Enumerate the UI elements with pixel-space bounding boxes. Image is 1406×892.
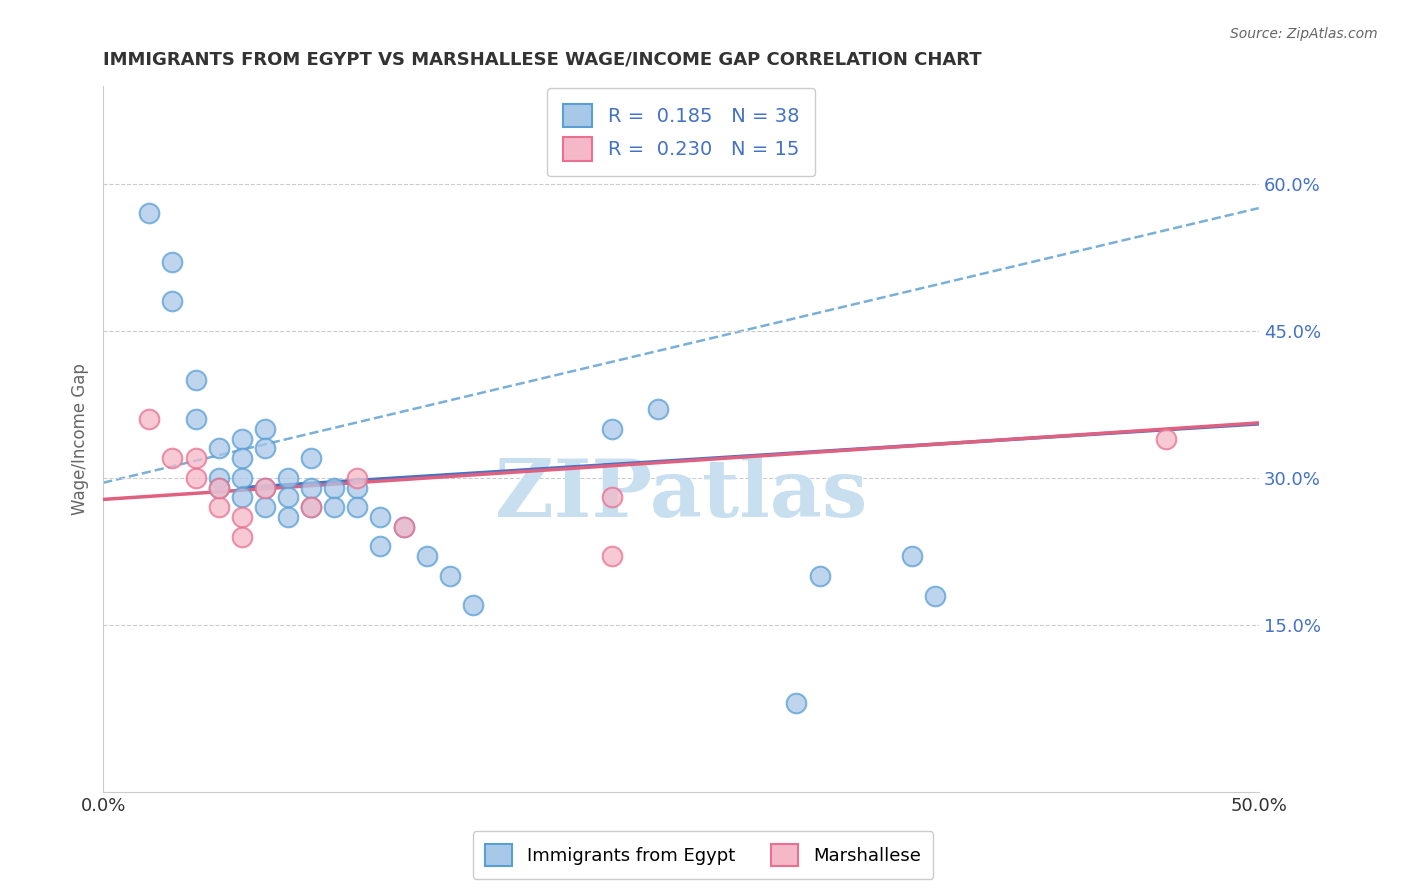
- Point: [808, 569, 831, 583]
- Point: [162, 255, 184, 269]
- Point: [208, 471, 231, 485]
- Point: [231, 530, 253, 544]
- Point: [346, 471, 368, 485]
- Point: [184, 373, 207, 387]
- Y-axis label: Wage/Income Gap: Wage/Income Gap: [72, 363, 89, 515]
- Point: [138, 206, 160, 220]
- Point: [253, 481, 276, 495]
- Point: [370, 540, 392, 554]
- Point: [184, 412, 207, 426]
- Point: [208, 481, 231, 495]
- Point: [346, 500, 368, 515]
- Point: [600, 422, 623, 436]
- Point: [439, 569, 461, 583]
- Point: [208, 500, 231, 515]
- Point: [184, 451, 207, 466]
- Point: [231, 491, 253, 505]
- Point: [253, 422, 276, 436]
- Text: IMMIGRANTS FROM EGYPT VS MARSHALLESE WAGE/INCOME GAP CORRELATION CHART: IMMIGRANTS FROM EGYPT VS MARSHALLESE WAG…: [103, 51, 981, 69]
- Point: [600, 491, 623, 505]
- Point: [184, 471, 207, 485]
- Point: [231, 471, 253, 485]
- Point: [600, 549, 623, 564]
- Legend: Immigrants from Egypt, Marshallese: Immigrants from Egypt, Marshallese: [472, 831, 934, 879]
- Point: [299, 500, 322, 515]
- Point: [138, 412, 160, 426]
- Point: [208, 481, 231, 495]
- Point: [785, 697, 807, 711]
- Legend: R =  0.185   N = 38, R =  0.230   N = 15: R = 0.185 N = 38, R = 0.230 N = 15: [547, 88, 814, 177]
- Point: [253, 500, 276, 515]
- Point: [370, 510, 392, 524]
- Point: [461, 599, 484, 613]
- Point: [323, 500, 346, 515]
- Point: [924, 589, 946, 603]
- Point: [1154, 432, 1177, 446]
- Point: [392, 520, 415, 534]
- Point: [162, 451, 184, 466]
- Point: [392, 520, 415, 534]
- Point: [277, 491, 299, 505]
- Point: [277, 510, 299, 524]
- Text: ZIPatlas: ZIPatlas: [495, 456, 868, 534]
- Point: [901, 549, 924, 564]
- Point: [162, 294, 184, 309]
- Text: Source: ZipAtlas.com: Source: ZipAtlas.com: [1230, 27, 1378, 41]
- Point: [231, 432, 253, 446]
- Point: [299, 451, 322, 466]
- Point: [299, 500, 322, 515]
- Point: [299, 481, 322, 495]
- Point: [647, 402, 669, 417]
- Point: [323, 481, 346, 495]
- Point: [208, 442, 231, 456]
- Point: [231, 510, 253, 524]
- Point: [415, 549, 437, 564]
- Point: [253, 442, 276, 456]
- Point: [253, 481, 276, 495]
- Point: [346, 481, 368, 495]
- Point: [231, 451, 253, 466]
- Point: [277, 471, 299, 485]
